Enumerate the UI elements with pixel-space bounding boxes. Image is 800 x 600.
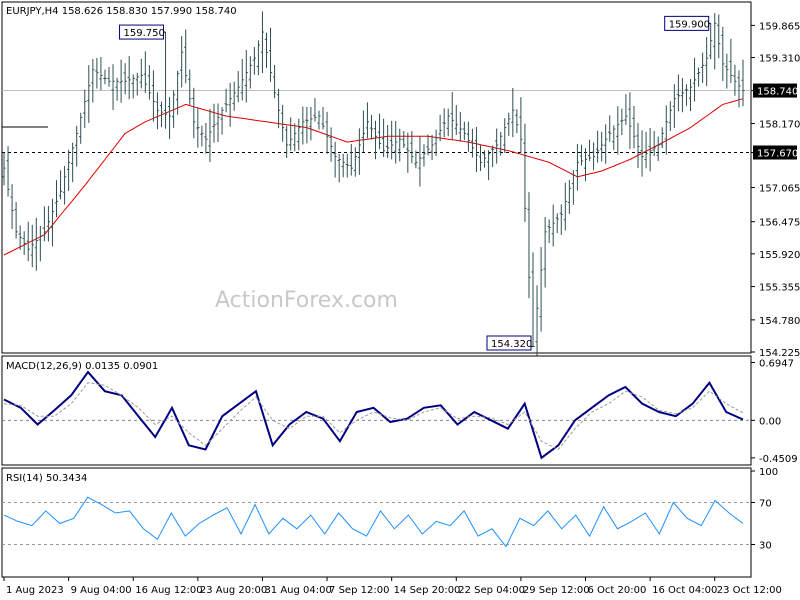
- time-axis-label: 16 Aug 12:00: [135, 585, 202, 596]
- price-axis-label: 158.170: [759, 120, 800, 131]
- price-axis-label: 155.920: [759, 250, 800, 261]
- price-axis-label: 155.355: [759, 283, 800, 294]
- annotation-label: 159.900: [669, 19, 710, 30]
- rsi-title: RSI(14) 50.3434: [6, 473, 87, 484]
- time-axis-label: 22 Sep 04:00: [458, 585, 525, 596]
- time-axis-label: 9 Aug 04:00: [71, 585, 132, 596]
- macd-line: [3, 370, 744, 460]
- support-price-badge-text: 157.670: [757, 149, 798, 160]
- price-axis-label: 154.780: [759, 316, 800, 327]
- annotation-box: [119, 24, 165, 40]
- rsi-panel-frame: [1, 467, 752, 578]
- macd-axis-label: 0.6947: [759, 358, 794, 369]
- time-axis-label: 31 Aug 04:00: [264, 585, 331, 596]
- time-axis-label: 16 Oct 04:00: [652, 585, 717, 596]
- annotation-label: 159.750: [124, 28, 165, 39]
- macd-panel: MACD(12,26,9) 0.0135 0.0901 0.6947 0.00 -0…: [1, 355, 798, 466]
- price-panel: EURJPY,H4 158.626 158.830 157.990 158.74…: [1, 1, 800, 359]
- macd-title: MACD(12,26,9) 0.0135 0.0901: [6, 361, 158, 372]
- annotation-box: [486, 335, 532, 351]
- time-axis-label: 6 Oct 20:00: [588, 585, 647, 596]
- rsi-panel: RSI(14) 50.3434 100 70 30: [1, 467, 778, 578]
- support-price-badge: [753, 145, 797, 160]
- watermark: ActionForex.com: [215, 288, 398, 313]
- current-price-badge-text: 158.740: [757, 87, 798, 98]
- time-axis-label: 23 Aug 20:00: [200, 585, 267, 596]
- time-axis-label: 29 Sep 12:00: [523, 585, 590, 596]
- current-price-badge: [753, 83, 797, 98]
- price-panel-title: EURJPY,H4 158.626 158.830 157.990 158.74…: [6, 6, 237, 17]
- rsi-axis-label: 100: [759, 467, 778, 478]
- price-axis-label: 159.310: [759, 54, 800, 65]
- time-axis-label: 23 Oct 12:00: [717, 585, 782, 596]
- price-axis-label: 156.475: [759, 218, 800, 229]
- time-axis-label: 14 Sep 20:00: [394, 585, 461, 596]
- rsi-axis-label: 70: [759, 499, 772, 510]
- price-axis-label: 159.865: [759, 21, 800, 32]
- price-panel-frame: [1, 1, 752, 354]
- macd-axis-label: -0.4509: [759, 454, 798, 465]
- rsi-axis-label: 30: [759, 541, 772, 552]
- time-axis-label: 7 Sep 12:00: [329, 585, 389, 596]
- annotation-box: [664, 15, 710, 31]
- annotation-label: 154.320: [491, 339, 532, 350]
- time-axis-label: 1 Aug 2023: [6, 585, 64, 596]
- rsi-line: [3, 496, 744, 548]
- moving-average-line: [3, 98, 744, 256]
- macd-axis-label: 0.00: [759, 416, 781, 427]
- price-axis-label: 154.225: [759, 348, 800, 359]
- price-axis-label: 157.065: [759, 184, 800, 195]
